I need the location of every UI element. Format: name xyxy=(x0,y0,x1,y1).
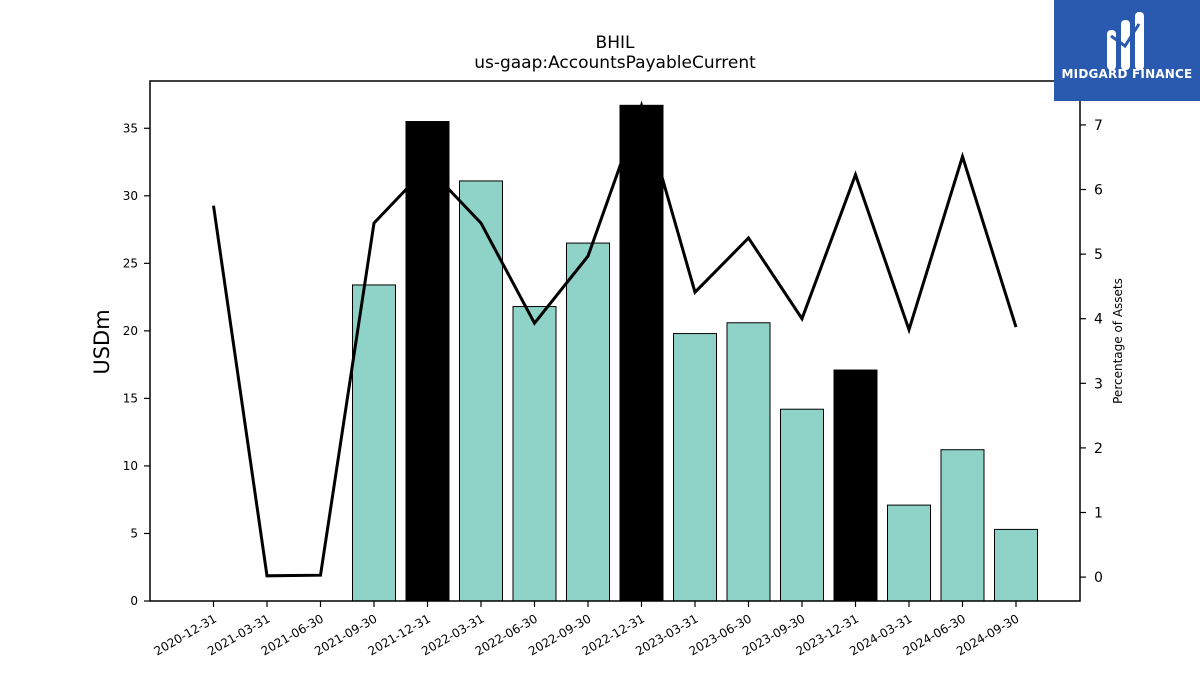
y-tick-label: 0 xyxy=(130,594,138,608)
bar-2022-03-31 xyxy=(459,180,503,602)
y2-tick-label: 6 xyxy=(1094,183,1103,199)
y2-axis-label: Percentage of Assets xyxy=(1111,278,1125,404)
brand-name: MIDGARD FINANCE xyxy=(1061,67,1193,81)
bar-2023-06-30 xyxy=(726,322,771,602)
logo-mark-icon xyxy=(1107,12,1144,70)
y-tick-label: 10 xyxy=(123,459,138,473)
bar-2021-12-31 xyxy=(405,121,450,602)
bar-2022-06-30 xyxy=(512,306,557,602)
y-tick-label: 15 xyxy=(123,391,138,405)
chart-subtitle: us-gaap:AccountsPayableCurrent xyxy=(474,53,756,73)
bar-2021-09-30 xyxy=(352,284,396,602)
plot-frame xyxy=(149,80,1081,602)
y2-tick-label: 2 xyxy=(1094,441,1103,457)
bars-group xyxy=(352,104,1038,602)
bar-2024-03-31 xyxy=(887,504,931,602)
y2-tick-label: 0 xyxy=(1094,570,1103,586)
y-tick-label: 5 xyxy=(130,526,138,540)
brand-logo: MIDGARD FINANCE xyxy=(1054,0,1200,101)
y-tick-label: 35 xyxy=(123,121,138,135)
y-tick-label: 25 xyxy=(123,256,138,270)
y2-tick-label: 3 xyxy=(1094,376,1103,392)
line-percentage-of-assets xyxy=(212,100,1018,578)
y2-tick-label: 5 xyxy=(1094,247,1103,263)
y-tick-label: 20 xyxy=(123,324,138,338)
y2-tick-label: 1 xyxy=(1094,506,1103,522)
bar-2023-09-30 xyxy=(780,408,824,602)
bar-2023-12-31 xyxy=(833,369,878,602)
bar-2024-06-30 xyxy=(940,449,985,602)
bar-2023-03-31 xyxy=(673,333,717,602)
bar-2022-12-31 xyxy=(619,104,664,602)
y-axis-label: USDm xyxy=(90,309,114,374)
y2-tick-label: 7 xyxy=(1094,118,1103,134)
y-tick-label: 30 xyxy=(123,189,138,203)
bar-2022-09-30 xyxy=(566,242,610,602)
bar-2024-09-30 xyxy=(994,528,1038,602)
y2-tick-label: 4 xyxy=(1094,312,1103,328)
line-group xyxy=(212,100,1018,578)
chart-title: BHIL xyxy=(596,33,635,53)
